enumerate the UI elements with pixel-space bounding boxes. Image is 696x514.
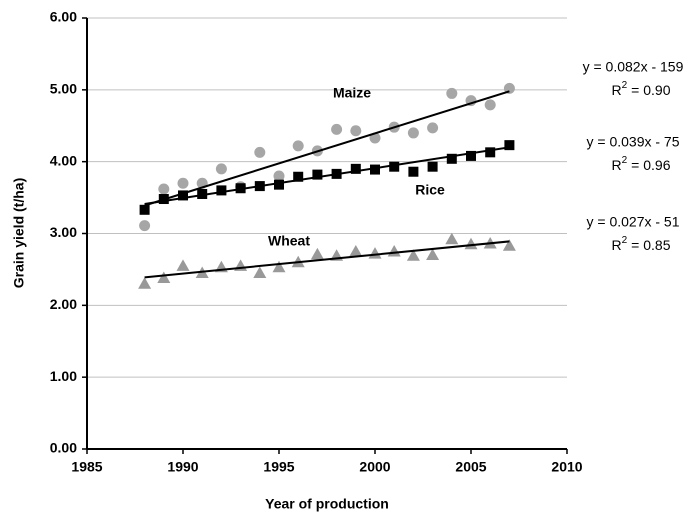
marker — [370, 164, 380, 175]
x-tick-label: 2005 — [455, 459, 486, 475]
marker — [485, 147, 496, 158]
trend-line — [144, 90, 510, 207]
marker — [139, 204, 150, 215]
marker — [446, 87, 458, 99]
marker — [427, 122, 439, 134]
x-tick-label: 1995 — [263, 459, 294, 475]
r-exponent: 2 — [622, 235, 628, 246]
marker — [466, 150, 476, 161]
r-value: = 0.90 — [631, 82, 671, 98]
y-tick-label: 1.00 — [50, 368, 77, 384]
marker — [158, 183, 170, 195]
equation: y = 0.027x - 51 — [586, 214, 679, 230]
marker — [387, 244, 401, 257]
series-label: Wheat — [268, 233, 310, 249]
marker — [216, 185, 227, 196]
y-axis-title: Grain yield (t/ha) — [11, 178, 27, 288]
marker — [504, 140, 515, 151]
x-tick-label: 1990 — [167, 459, 198, 475]
marker — [408, 166, 419, 177]
marker — [331, 123, 343, 135]
marker — [310, 247, 324, 260]
marker — [177, 177, 189, 189]
marker — [176, 259, 190, 271]
marker — [350, 125, 362, 137]
y-tick-label: 3.00 — [50, 224, 77, 240]
r-value: = 0.85 — [631, 237, 671, 253]
marker — [292, 140, 304, 152]
marker — [138, 277, 152, 289]
marker — [502, 239, 516, 251]
marker — [427, 161, 438, 172]
marker — [293, 171, 304, 182]
y-tick-label: 5.00 — [50, 81, 77, 97]
r-squared: R2 = 0.96 — [611, 155, 670, 173]
marker — [312, 169, 323, 180]
marker — [350, 163, 361, 174]
equation: y = 0.039x - 75 — [586, 134, 679, 150]
x-tick-label: 1985 — [71, 459, 102, 475]
y-tick-label: 6.00 — [50, 9, 77, 25]
marker — [157, 271, 171, 284]
r-value: = 0.96 — [631, 157, 671, 173]
marker — [368, 247, 382, 259]
marker — [446, 153, 457, 164]
marker — [406, 249, 420, 261]
marker — [389, 161, 400, 172]
marker — [253, 266, 267, 279]
equation: y = 0.082x - 159 — [583, 59, 684, 75]
trend-line — [144, 146, 510, 206]
r-symbol: R — [611, 82, 621, 98]
y-tick-label: 0.00 — [50, 440, 77, 456]
r-symbol: R — [611, 237, 621, 253]
x-axis-title: Year of production — [265, 496, 389, 512]
marker — [407, 127, 419, 139]
marker — [254, 146, 266, 158]
r-squared: R2 = 0.85 — [611, 235, 670, 253]
marker — [139, 220, 151, 232]
series-label: Rice — [415, 182, 445, 198]
r-exponent: 2 — [622, 80, 628, 91]
x-tick-label: 2010 — [551, 459, 582, 475]
marker — [484, 99, 496, 111]
y-tick-label: 4.00 — [50, 152, 77, 168]
marker — [274, 179, 284, 190]
marker — [197, 188, 208, 199]
marker — [273, 170, 285, 182]
trend-line — [144, 240, 510, 279]
r-symbol: R — [611, 157, 621, 173]
r-squared: R2 = 0.90 — [611, 80, 670, 98]
marker — [272, 260, 286, 273]
x-tick-label: 2000 — [359, 459, 390, 475]
series-label: Maize — [333, 85, 371, 101]
r-exponent: 2 — [622, 155, 628, 166]
marker — [464, 237, 478, 250]
marker — [445, 232, 459, 245]
marker — [178, 190, 188, 201]
y-tick-label: 2.00 — [50, 296, 77, 312]
marker — [426, 248, 440, 261]
marker — [215, 163, 227, 175]
marker — [349, 244, 363, 257]
